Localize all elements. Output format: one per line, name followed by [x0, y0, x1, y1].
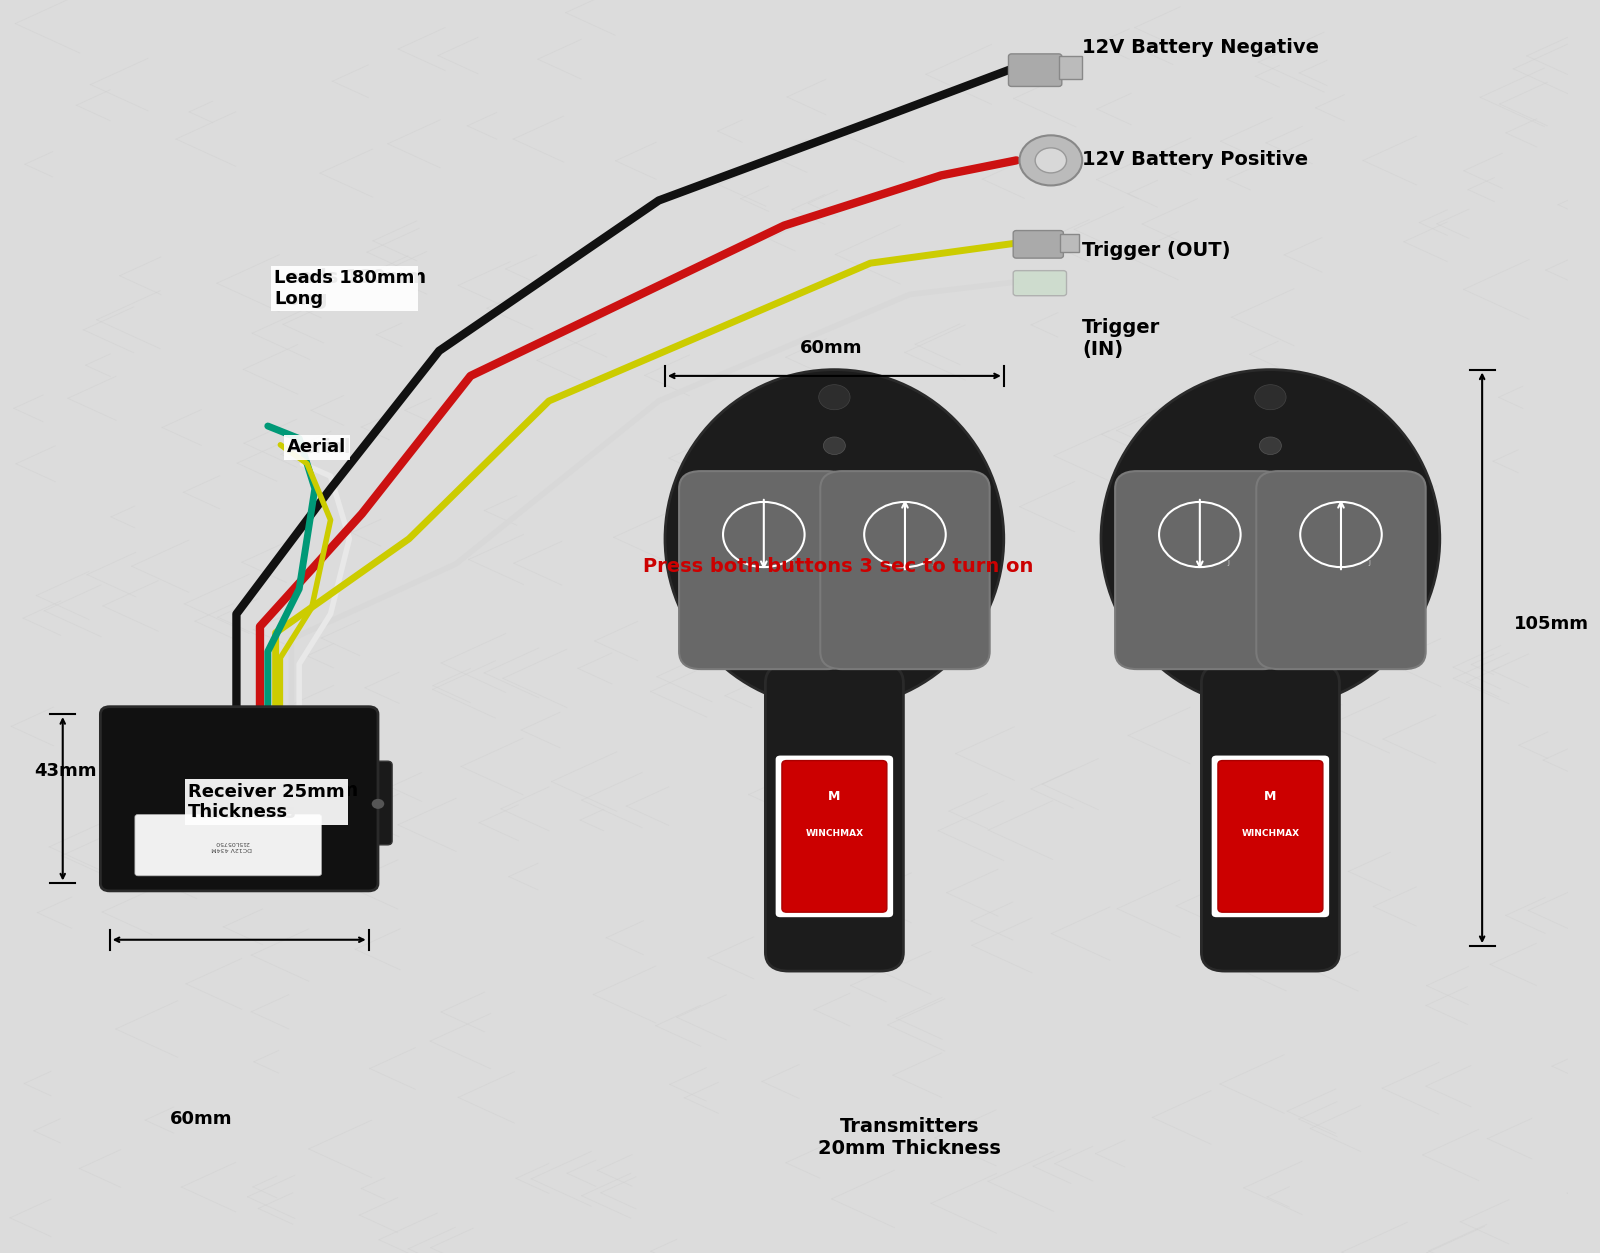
Text: Leads 180mm
Long: Leads 180mm Long [275, 268, 427, 308]
Text: Transmitters
20mm Thickness: Transmitters 20mm Thickness [818, 1118, 1002, 1158]
FancyBboxPatch shape [1218, 761, 1323, 912]
FancyBboxPatch shape [678, 471, 848, 669]
Text: 12V Battery Negative: 12V Battery Negative [1082, 38, 1318, 58]
Circle shape [1259, 437, 1282, 455]
Polygon shape [1226, 683, 1315, 733]
Ellipse shape [666, 370, 1003, 708]
Text: M: M [1264, 789, 1277, 802]
Circle shape [824, 437, 845, 455]
Text: Aerial: Aerial [286, 439, 346, 456]
FancyBboxPatch shape [1115, 471, 1285, 669]
Circle shape [371, 799, 384, 809]
Text: J: J [933, 560, 934, 566]
Polygon shape [789, 683, 880, 733]
FancyBboxPatch shape [782, 761, 886, 912]
Text: Trigger
(IN): Trigger (IN) [1082, 318, 1160, 358]
Text: Trigger (OUT): Trigger (OUT) [1082, 241, 1230, 261]
Text: 60mm: 60mm [800, 340, 862, 357]
Text: Press both buttons 3 sec to turn on: Press both buttons 3 sec to turn on [643, 556, 1034, 576]
Polygon shape [1059, 56, 1082, 79]
Circle shape [1035, 148, 1067, 173]
Text: J: J [1227, 560, 1229, 566]
Text: Receiver 25mm
Thickness: Receiver 25mm Thickness [189, 782, 358, 822]
Text: 105mm: 105mm [1514, 615, 1589, 633]
FancyBboxPatch shape [1008, 54, 1062, 86]
Ellipse shape [1101, 370, 1440, 708]
Circle shape [1254, 385, 1286, 410]
Text: 43mm: 43mm [35, 762, 98, 779]
FancyBboxPatch shape [134, 814, 322, 876]
Text: 60mm: 60mm [170, 1110, 232, 1128]
FancyBboxPatch shape [821, 471, 990, 669]
Text: J: J [1368, 560, 1370, 566]
Text: WINCHMAX: WINCHMAX [1242, 829, 1299, 838]
Text: J: J [790, 560, 794, 566]
Text: DC12V 434M
215L05750: DC12V 434M 215L05750 [211, 841, 253, 851]
Text: M: M [829, 789, 840, 802]
Polygon shape [1061, 234, 1078, 252]
Text: 12V Battery Positive: 12V Battery Positive [1082, 149, 1309, 169]
FancyBboxPatch shape [765, 664, 904, 971]
Circle shape [1019, 135, 1082, 185]
Text: Leads 180mm
Long: Leads 180mm Long [275, 269, 414, 307]
FancyBboxPatch shape [1256, 471, 1426, 669]
FancyBboxPatch shape [101, 707, 378, 891]
FancyBboxPatch shape [363, 762, 392, 845]
FancyBboxPatch shape [1013, 271, 1067, 296]
FancyBboxPatch shape [1202, 664, 1339, 971]
FancyBboxPatch shape [1211, 756, 1330, 917]
FancyBboxPatch shape [1013, 231, 1064, 258]
Text: Receiver 25mm
Thickness: Receiver 25mm Thickness [189, 783, 346, 821]
Text: Aerial: Aerial [286, 437, 352, 457]
Circle shape [819, 385, 850, 410]
FancyBboxPatch shape [776, 756, 893, 917]
Text: WINCHMAX: WINCHMAX [805, 829, 864, 838]
